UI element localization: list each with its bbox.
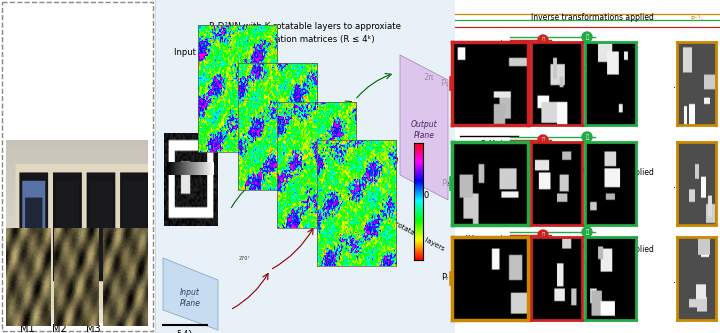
Text: M2: M2	[52, 324, 67, 333]
Text: Inverse transformations applied: Inverse transformations applied	[531, 168, 654, 177]
Text: P⁻¹₂: P⁻¹₂	[580, 47, 594, 53]
Text: ...: ...	[464, 228, 475, 238]
Text: P⁻¹₂: P⁻¹₂	[580, 147, 594, 153]
Text: P₂: P₂	[441, 178, 449, 187]
Text: 2π: 2π	[423, 74, 433, 83]
FancyBboxPatch shape	[449, 77, 461, 90]
Text: P⁻¹ᵣ: P⁻¹ᵣ	[690, 248, 703, 254]
Text: 5.4λ: 5.4λ	[481, 140, 498, 149]
Text: Input
Plane: Input Plane	[179, 288, 200, 308]
Text: ⚿: ⚿	[541, 37, 544, 43]
Text: M2: M2	[55, 238, 68, 247]
Text: M3: M3	[86, 324, 101, 333]
Text: 0: 0	[423, 190, 428, 199]
Text: 0°: 0°	[349, 172, 355, 177]
Text: Output Ṗ₁G: Output Ṗ₁G	[470, 40, 513, 50]
Circle shape	[582, 32, 592, 42]
Text: P⁻¹₁: P⁻¹₁	[536, 150, 549, 156]
Text: 1: 1	[194, 164, 199, 172]
Text: ⚿: ⚿	[541, 137, 544, 143]
Text: 180°: 180°	[294, 212, 306, 217]
Circle shape	[538, 135, 548, 145]
Text: ⚿: ⚿	[453, 180, 457, 186]
Text: 270°: 270°	[239, 255, 251, 260]
Bar	[155, 0, 455, 333]
Text: P⁻¹₂: P⁻¹₂	[580, 242, 594, 248]
Text: ⚿: ⚿	[585, 34, 589, 40]
Text: P⁻¹ᵣ: P⁻¹ᵣ	[690, 168, 703, 174]
Text: K rotatable layers: K rotatable layers	[388, 218, 446, 252]
Circle shape	[538, 35, 548, 45]
Text: ...: ...	[673, 180, 683, 190]
Text: Inverse transformations applied: Inverse transformations applied	[531, 13, 654, 22]
Text: ...: ...	[673, 275, 683, 285]
Text: 5.4λ: 5.4λ	[176, 330, 193, 333]
Circle shape	[538, 230, 548, 240]
Text: ⚿: ⚿	[453, 275, 457, 281]
Text: P⁻¹₁: P⁻¹₁	[536, 245, 549, 251]
Text: P⁻¹₁: P⁻¹₁	[536, 50, 549, 56]
Text: ⚿: ⚿	[453, 80, 457, 86]
Polygon shape	[400, 55, 448, 200]
Text: P⁻¹ᵣ: P⁻¹ᵣ	[690, 16, 703, 22]
Text: P₁: P₁	[441, 79, 449, 88]
FancyBboxPatch shape	[449, 176, 461, 189]
Circle shape	[582, 227, 592, 237]
Polygon shape	[163, 258, 218, 330]
Text: Inverse transformations applied: Inverse transformations applied	[531, 245, 654, 254]
Text: Pᵣ: Pᵣ	[441, 273, 449, 282]
Circle shape	[582, 132, 592, 142]
Text: M3: M3	[114, 238, 126, 247]
Text: 0°: 0°	[189, 295, 195, 300]
Text: R permutation matrices (R ≤ 4ᵏ): R permutation matrices (R ≤ 4ᵏ)	[235, 35, 375, 44]
Text: 1: 1	[22, 238, 27, 247]
Text: M1: M1	[19, 324, 35, 333]
Text: ⚿: ⚿	[585, 134, 589, 140]
Text: ⚿: ⚿	[585, 229, 589, 235]
Text: 0: 0	[167, 164, 172, 172]
Text: Output ṖᵣG: Output ṖᵣG	[470, 235, 511, 245]
Text: ...: ...	[673, 80, 683, 90]
FancyBboxPatch shape	[2, 2, 153, 331]
Text: Output Ṗ₂G: Output Ṗ₂G	[470, 140, 513, 150]
Text: Output
Plane: Output Plane	[410, 120, 437, 140]
Text: 30mm: 30mm	[104, 184, 126, 190]
Text: Input (G): Input (G)	[174, 48, 212, 57]
Text: R-D²NN with K rotatable layers to approxiate: R-D²NN with K rotatable layers to approx…	[209, 22, 401, 31]
FancyBboxPatch shape	[449, 271, 461, 284]
Text: ⚿: ⚿	[541, 232, 544, 238]
